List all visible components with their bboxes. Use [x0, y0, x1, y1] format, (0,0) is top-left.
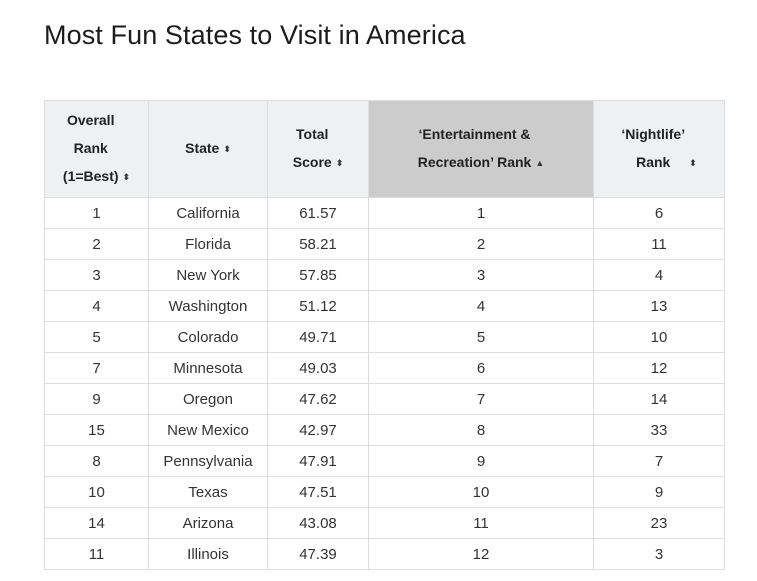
- table-row: 3 New York 57.85 3 4: [44, 259, 725, 291]
- cell-overall-rank: 2: [44, 228, 149, 260]
- cell-overall-rank: 15: [44, 414, 149, 446]
- column-header-label: ‘Entertainment & Recreation’ Rank: [417, 126, 532, 170]
- cell-entertainment-rank: 6: [368, 352, 594, 384]
- table-row: 9 Oregon 47.62 7 14: [44, 383, 725, 415]
- cell-nightlife-rank: 3: [593, 538, 725, 570]
- cell-nightlife-rank: 7: [593, 445, 725, 477]
- cell-entertainment-rank: 12: [368, 538, 594, 570]
- cell-total-score: 47.39: [267, 538, 369, 570]
- cell-nightlife-rank: 6: [593, 197, 725, 229]
- cell-state: Arizona: [148, 507, 268, 539]
- cell-entertainment-rank: 10: [368, 476, 594, 508]
- cell-state: Washington: [148, 290, 268, 322]
- column-header-label: Total Score: [292, 126, 332, 170]
- cell-total-score: 43.08: [267, 507, 369, 539]
- table-row: 4 Washington 51.12 4 13: [44, 290, 725, 322]
- table-row: 11 Illinois 47.39 12 3: [44, 538, 725, 570]
- sort-both-icon: ⬍: [335, 158, 344, 168]
- column-header-label: Overall Rank (1=Best): [62, 112, 119, 184]
- cell-total-score: 47.51: [267, 476, 369, 508]
- table-row: 1 California 61.57 1 6: [44, 197, 725, 229]
- table-row: 5 Colorado 49.71 5 10: [44, 321, 725, 353]
- column-header-label: ‘Nightlife’ Rank: [621, 126, 686, 170]
- cell-total-score: 57.85: [267, 259, 369, 291]
- cell-total-score: 58.21: [267, 228, 369, 260]
- cell-total-score: 42.97: [267, 414, 369, 446]
- table-row: 15 New Mexico 42.97 8 33: [44, 414, 725, 446]
- cell-total-score: 47.62: [267, 383, 369, 415]
- cell-total-score: 47.91: [267, 445, 369, 477]
- cell-overall-rank: 3: [44, 259, 149, 291]
- cell-overall-rank: 14: [44, 507, 149, 539]
- cell-overall-rank: 8: [44, 445, 149, 477]
- cell-state: New York: [148, 259, 268, 291]
- column-header-nightlife-rank[interactable]: ‘Nightlife’ Rank ⬍: [593, 100, 725, 198]
- cell-state: Texas: [148, 476, 268, 508]
- cell-nightlife-rank: 11: [593, 228, 725, 260]
- cell-state: New Mexico: [148, 414, 268, 446]
- cell-overall-rank: 10: [44, 476, 149, 508]
- cell-total-score: 49.03: [267, 352, 369, 384]
- cell-nightlife-rank: 9: [593, 476, 725, 508]
- cell-overall-rank: 7: [44, 352, 149, 384]
- rankings-table: Overall Rank (1=Best) ⬍ State ⬍ Total Scor…: [44, 100, 725, 570]
- cell-nightlife-rank: 10: [593, 321, 725, 353]
- cell-nightlife-rank: 23: [593, 507, 725, 539]
- cell-total-score: 49.71: [267, 321, 369, 353]
- sort-both-icon: ⬍: [689, 158, 697, 168]
- cell-nightlife-rank: 14: [593, 383, 725, 415]
- cell-entertainment-rank: 3: [368, 259, 594, 291]
- column-header-total-score[interactable]: Total Score ⬍: [267, 100, 369, 198]
- table-row: 8 Pennsylvania 47.91 9 7: [44, 445, 725, 477]
- cell-nightlife-rank: 13: [593, 290, 725, 322]
- cell-overall-rank: 11: [44, 538, 149, 570]
- cell-nightlife-rank: 4: [593, 259, 725, 291]
- table-row: 2 Florida 58.21 2 11: [44, 228, 725, 260]
- cell-entertainment-rank: 9: [368, 445, 594, 477]
- cell-state: Pennsylvania: [148, 445, 268, 477]
- header-row: Overall Rank (1=Best) ⬍ State ⬍ Total Scor…: [44, 100, 725, 198]
- cell-entertainment-rank: 4: [368, 290, 594, 322]
- column-header-label: State: [185, 140, 220, 156]
- cell-total-score: 51.12: [267, 290, 369, 322]
- cell-entertainment-rank: 7: [368, 383, 594, 415]
- table-row: 10 Texas 47.51 10 9: [44, 476, 725, 508]
- cell-entertainment-rank: 8: [368, 414, 594, 446]
- cell-state: Illinois: [148, 538, 268, 570]
- cell-overall-rank: 1: [44, 197, 149, 229]
- cell-overall-rank: 9: [44, 383, 149, 415]
- cell-state: California: [148, 197, 268, 229]
- cell-state: Oregon: [148, 383, 268, 415]
- cell-state: Minnesota: [148, 352, 268, 384]
- sort-both-icon: ⬍: [223, 144, 231, 154]
- column-header-state[interactable]: State ⬍: [148, 100, 268, 198]
- cell-entertainment-rank: 2: [368, 228, 594, 260]
- cell-nightlife-rank: 12: [593, 352, 725, 384]
- sort-both-icon: ⬍: [122, 172, 131, 182]
- table-row: 14 Arizona 43.08 11 23: [44, 507, 725, 539]
- cell-entertainment-rank: 11: [368, 507, 594, 539]
- table-row: 7 Minnesota 49.03 6 12: [44, 352, 725, 384]
- cell-entertainment-rank: 5: [368, 321, 594, 353]
- column-header-entertainment-rank[interactable]: ‘Entertainment & Recreation’ Rank ▲: [368, 100, 594, 198]
- page-title: Most Fun States to Visit in America: [44, 20, 466, 50]
- cell-total-score: 61.57: [267, 197, 369, 229]
- cell-nightlife-rank: 33: [593, 414, 725, 446]
- cell-overall-rank: 5: [44, 321, 149, 353]
- cell-state: Colorado: [148, 321, 268, 353]
- cell-entertainment-rank: 1: [368, 197, 594, 229]
- cell-state: Florida: [148, 228, 268, 260]
- rankings-table-container: Overall Rank (1=Best) ⬍ State ⬍ Total Scor…: [44, 100, 725, 570]
- column-header-overall-rank[interactable]: Overall Rank (1=Best) ⬍: [44, 100, 149, 198]
- cell-overall-rank: 4: [44, 290, 149, 322]
- sort-ascending-icon: ▲: [535, 158, 545, 168]
